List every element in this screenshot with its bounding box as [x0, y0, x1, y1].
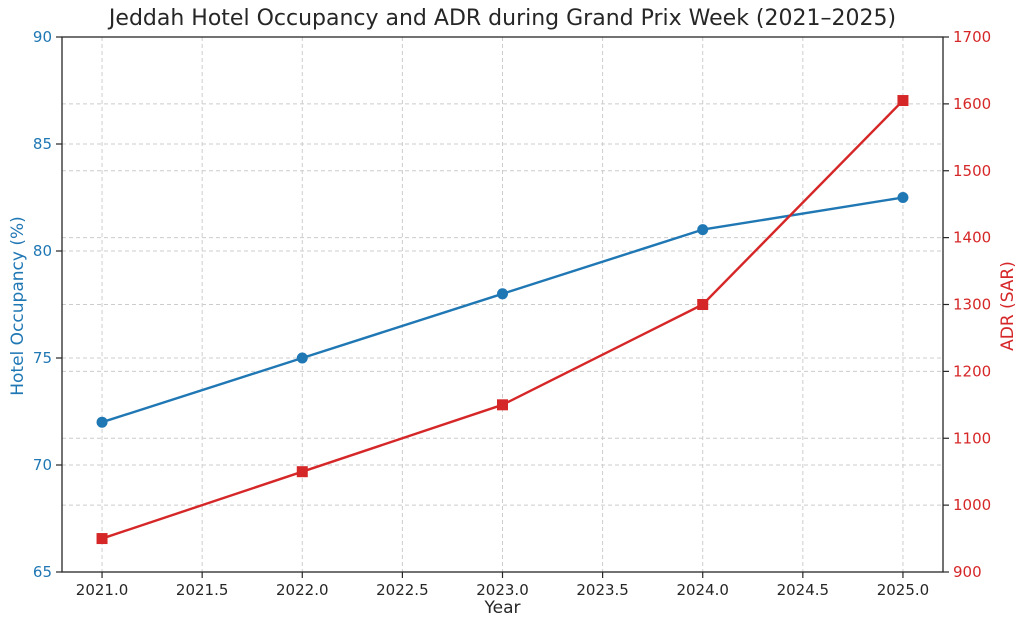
- left-tick-label: 65: [33, 563, 52, 581]
- adr-data-point-marker: [497, 399, 508, 411]
- x-tick-label: 2023.5: [576, 581, 629, 599]
- right-tick-label: 900: [953, 563, 982, 581]
- chart-title: Jeddah Hotel Occupancy and ADR during Gr…: [108, 6, 897, 31]
- occupancy-data-point-marker: [96, 416, 108, 428]
- x-axis-label: Year: [484, 598, 521, 618]
- adr-data-point-marker: [296, 466, 308, 478]
- x-tick-label: 2024.5: [777, 581, 830, 599]
- occupancy-data-point-marker: [897, 192, 909, 203]
- right-tick-label: 1500: [953, 162, 991, 180]
- x-tick-label: 2021.5: [176, 581, 229, 599]
- right-tick-label: 1600: [953, 95, 991, 113]
- occupancy-data-point-marker: [497, 288, 508, 300]
- x-tick-label: 2023.0: [476, 581, 529, 599]
- adr-data-point-marker: [697, 299, 709, 310]
- right-tick-label: 1200: [953, 362, 991, 380]
- left-tick-label: 85: [33, 135, 52, 153]
- x-tick-label: 2024.0: [676, 581, 729, 599]
- right-tick-label: 1700: [953, 28, 991, 46]
- left-tick-label: 90: [33, 28, 52, 46]
- left-tick-label: 70: [33, 456, 52, 474]
- right-tick-label: 1000: [953, 496, 991, 514]
- left-tick-label: 75: [33, 349, 52, 367]
- occupancy-data-point-marker: [296, 352, 308, 364]
- x-tick-label: 2021.0: [76, 581, 129, 599]
- right-tick-label: 1100: [953, 429, 991, 447]
- occupancy-data-point-marker: [697, 224, 709, 236]
- right-tick-label: 1400: [953, 229, 991, 247]
- adr-data-point-marker: [897, 95, 909, 107]
- x-tick-label: 2022.0: [276, 581, 329, 599]
- adr-data-point-marker: [96, 533, 108, 545]
- x-tick-label: 2025.0: [877, 581, 930, 599]
- right-tick-label: 1300: [953, 296, 991, 314]
- x-tick-label: 2022.5: [376, 581, 429, 599]
- left-tick-label: 80: [33, 242, 52, 260]
